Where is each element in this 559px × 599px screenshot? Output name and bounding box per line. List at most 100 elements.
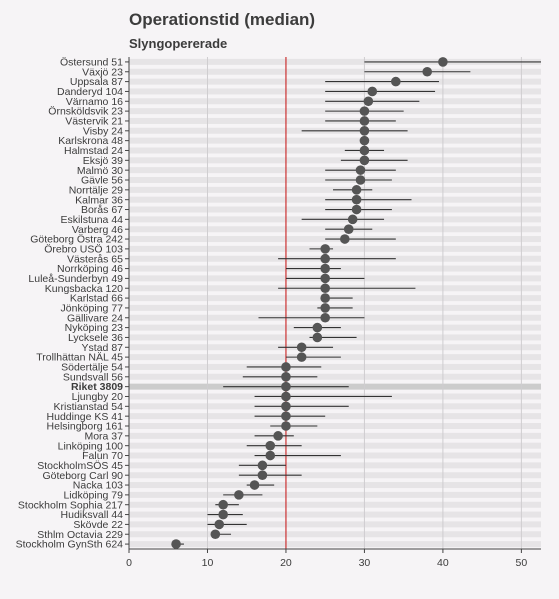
row-stripe <box>129 157 541 164</box>
category-label: Helsingborg 161 <box>47 421 124 433</box>
category-label: Västervik 21 <box>65 116 123 128</box>
category-label: Göteborg Östra 242 <box>30 234 123 246</box>
median-point <box>391 76 401 87</box>
row-stripe <box>129 442 541 449</box>
category-label: Linköping 100 <box>58 440 124 452</box>
median-point <box>281 362 291 372</box>
row-stripe <box>129 363 541 370</box>
row-stripe <box>129 511 541 518</box>
row-stripe <box>129 462 541 469</box>
category-label: Nyköping 23 <box>65 322 124 334</box>
category-label: Gällivare 24 <box>67 312 123 324</box>
category-label: Trollhättan NÄL 45 <box>36 352 123 364</box>
median-point <box>249 480 260 490</box>
median-point <box>351 194 362 205</box>
category-label: Eksjö 39 <box>83 155 123 167</box>
category-label: Huddinge KS 41 <box>47 411 124 423</box>
category-label: Skövde 22 <box>73 519 123 531</box>
median-point <box>320 283 330 294</box>
category-label: StockholmSÖS 45 <box>37 460 123 472</box>
median-point <box>355 165 366 175</box>
median-point <box>234 490 244 500</box>
median-point <box>347 214 358 225</box>
median-point <box>296 352 307 362</box>
row-stripe <box>129 472 541 479</box>
median-point <box>320 303 330 313</box>
category-label: Norrtälje 29 <box>69 184 123 196</box>
category-label: Lycksele 36 <box>68 332 123 344</box>
row-stripe <box>129 413 541 420</box>
x-tick-label: 30 <box>359 557 371 569</box>
median-point <box>273 431 283 441</box>
median-point <box>359 155 370 166</box>
category-label: Varberg 46 <box>72 224 123 236</box>
median-point <box>281 372 291 382</box>
category-label: Västerås 65 <box>67 253 123 265</box>
median-point <box>320 244 330 254</box>
category-label: Göteborg Carl 90 <box>42 470 123 482</box>
category-label: Falun 70 <box>82 450 123 462</box>
median-point <box>218 499 228 510</box>
category-label: Norrköping 46 <box>57 263 123 275</box>
category-label: Södertälje 54 <box>61 362 123 374</box>
median-point <box>210 529 221 540</box>
category-label: Lidköping 79 <box>63 489 123 501</box>
median-point <box>281 381 291 392</box>
median-point <box>281 401 291 412</box>
median-point <box>214 519 225 530</box>
median-point <box>359 116 370 126</box>
median-point <box>367 86 378 97</box>
x-tick-label: 0 <box>126 557 132 569</box>
category-label: Värnamo 16 <box>66 96 123 108</box>
category-label: Ljungby 20 <box>72 391 124 403</box>
row-stripe <box>129 432 541 439</box>
median-point <box>359 106 370 116</box>
category-label: Kungsbacka 120 <box>45 283 123 295</box>
row-stripe <box>129 531 541 538</box>
median-point <box>281 411 291 421</box>
median-point <box>320 253 330 264</box>
median-point <box>218 509 228 520</box>
median-point <box>312 332 323 343</box>
chart-subtitle: Slyngopererade <box>129 36 228 51</box>
category-label: Örnsköldsvik 23 <box>48 106 123 118</box>
category-label: Sundsvall 56 <box>63 371 123 383</box>
row-stripe <box>129 501 541 508</box>
category-label: Mora 37 <box>84 430 123 442</box>
x-tick-label: 50 <box>516 557 528 569</box>
row-stripe <box>129 68 541 75</box>
category-label: Östersund 51 <box>60 57 123 69</box>
category-label: Gävle 56 <box>81 175 123 187</box>
median-point <box>296 342 307 353</box>
median-point <box>422 66 433 77</box>
category-label: Halmstad 24 <box>64 145 123 157</box>
median-point <box>359 145 370 156</box>
median-point <box>363 96 374 107</box>
median-point <box>340 234 350 244</box>
category-label: Borås 67 <box>81 204 123 216</box>
category-label: Hudiksvall 44 <box>61 509 124 521</box>
category-label: Växjö 23 <box>82 66 123 78</box>
category-label: Uppsala 87 <box>70 76 123 88</box>
row-stripe <box>129 541 541 548</box>
category-label: Karlskrona 48 <box>58 135 123 147</box>
category-label: Danderyd 104 <box>57 86 123 98</box>
x-tick-label: 20 <box>280 557 292 569</box>
median-point <box>281 391 291 402</box>
x-tick-label: 10 <box>202 557 214 569</box>
row-stripe <box>129 521 541 528</box>
median-point <box>438 57 448 67</box>
category-label: Karlstad 66 <box>70 293 123 305</box>
median-point <box>281 421 291 431</box>
median-point <box>257 470 268 481</box>
median-point <box>320 293 330 303</box>
row-stripe <box>129 344 541 351</box>
category-label: Kalmar 36 <box>75 194 123 206</box>
row-stripe <box>129 423 541 429</box>
category-label: Riket 3809 <box>71 381 123 393</box>
category-label: Sthlm Octavia 229 <box>37 529 123 541</box>
median-point <box>265 440 276 451</box>
row-stripe <box>129 137 541 144</box>
category-label: Visby 24 <box>83 125 123 137</box>
row-stripe <box>129 491 541 498</box>
